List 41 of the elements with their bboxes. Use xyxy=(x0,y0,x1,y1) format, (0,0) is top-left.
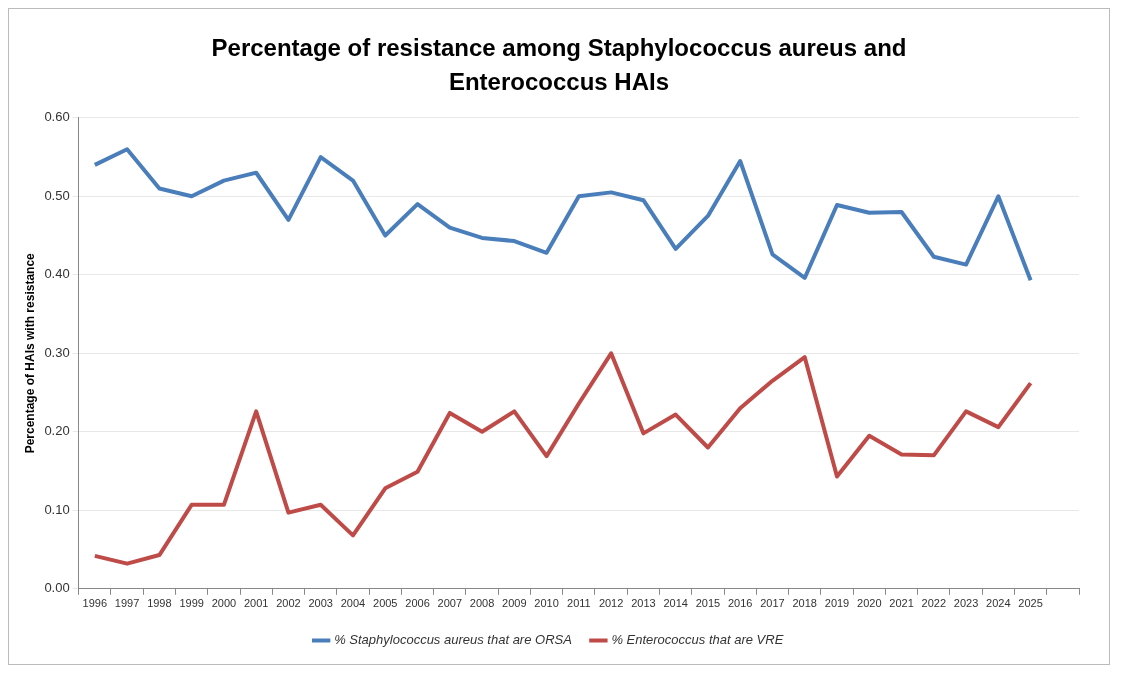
x-tick-label: 2017 xyxy=(760,597,785,610)
x-tick-label: 2013 xyxy=(631,597,656,610)
x-tick-label: 2008 xyxy=(469,597,495,610)
y-axis-title: Percentage of HAIs with resistance xyxy=(22,252,37,454)
y-tick-label: 0.50 xyxy=(44,187,70,203)
x-tick-label: 1998 xyxy=(147,597,172,610)
x-tick-label: 1996 xyxy=(82,597,108,610)
x-tick-label: 2011 xyxy=(567,597,591,610)
x-tick-label: 2018 xyxy=(792,597,817,610)
x-tick-label: 2009 xyxy=(502,597,527,610)
x-tick-label: 2012 xyxy=(598,597,624,610)
x-tick-label: 2014 xyxy=(663,597,688,610)
x-tick-label: 1997 xyxy=(114,597,140,610)
x-tick-label: 1999 xyxy=(179,597,204,610)
chart-title: Percentage of resistance among Staphylococcus aureus and Enterococcus HAIs xyxy=(210,33,908,97)
x-tick-label: 2005 xyxy=(373,597,398,610)
x-tick-label: 2020 xyxy=(857,597,882,610)
x-tick-label: 2002 xyxy=(276,597,301,610)
y-tick-label: 0.40 xyxy=(44,266,70,282)
y-tick-label: 0.10 xyxy=(44,501,70,517)
x-tick-label: 2006 xyxy=(405,597,430,610)
x-tick-label: 2021 xyxy=(889,597,914,610)
x-tick-label: 2010 xyxy=(534,597,559,610)
x-tick-label: 2023 xyxy=(953,597,979,610)
x-tick-label: 2019 xyxy=(824,597,850,610)
y-tick-label: 0.30 xyxy=(44,344,70,360)
x-tick-label: 2007 xyxy=(437,597,463,610)
y-tick-label: 0.20 xyxy=(44,423,70,439)
x-tick-label: 2025 xyxy=(1018,597,1043,610)
y-tick-label: 0.60 xyxy=(44,109,70,125)
x-tick-label: 2003 xyxy=(308,597,333,610)
x-tick-label: 2004 xyxy=(340,597,366,610)
legend-label: % Staphylococcus aureus that are ORSA xyxy=(334,632,572,648)
y-tick-label: 0.00 xyxy=(44,580,70,596)
legend-label: % Enterococcus that are VRE xyxy=(611,632,784,648)
x-tick-label: 2015 xyxy=(695,597,721,610)
x-tick-label: 2022 xyxy=(921,597,947,610)
x-tick-label: 2016 xyxy=(727,597,753,610)
x-tick-label: 2024 xyxy=(986,597,1011,610)
x-tick-label: 2001 xyxy=(243,597,269,610)
x-tick-label: 2000 xyxy=(211,597,237,610)
